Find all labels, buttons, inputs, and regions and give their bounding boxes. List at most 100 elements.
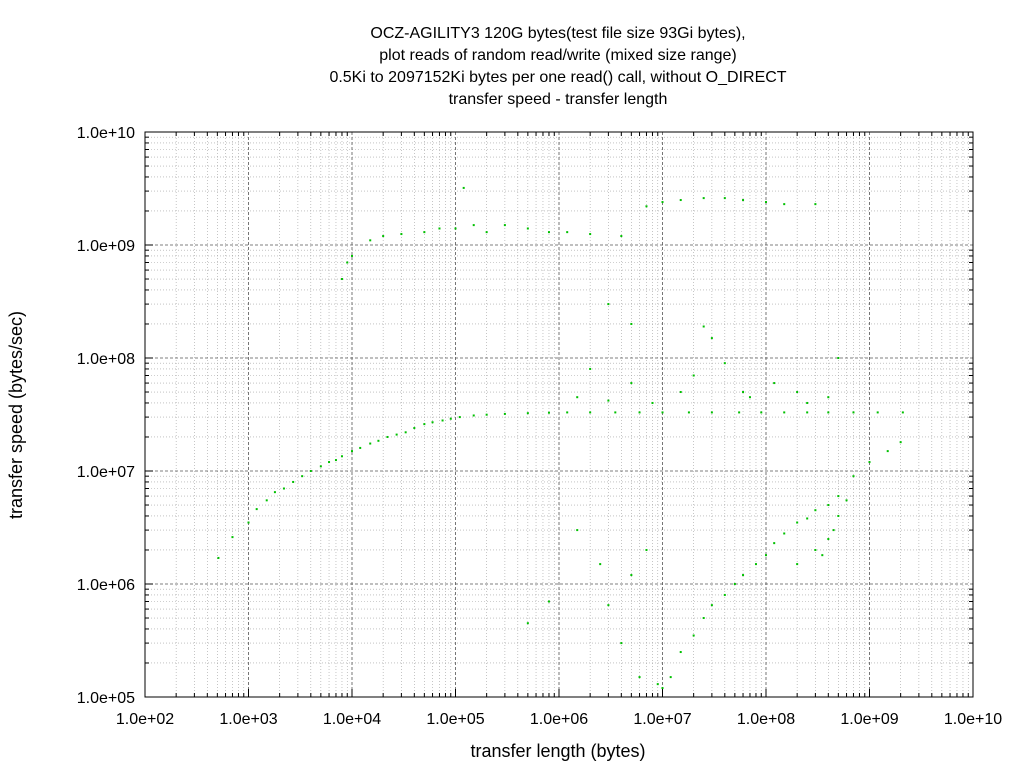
data-point <box>886 450 889 453</box>
data-point <box>837 495 840 498</box>
x-tick-label: 1.0e+08 <box>737 711 795 728</box>
data-point <box>340 455 343 458</box>
data-point <box>687 411 690 414</box>
x-tick-label: 1.0e+10 <box>944 711 1002 728</box>
data-point <box>679 651 682 654</box>
data-point <box>589 411 592 414</box>
data-point <box>386 435 389 438</box>
data-point <box>382 235 385 238</box>
data-point <box>710 337 713 340</box>
data-point <box>783 203 786 206</box>
x-tick-label: 1.0e+03 <box>219 711 277 728</box>
data-point <box>821 554 824 557</box>
data-point <box>827 411 830 414</box>
data-point <box>661 687 664 690</box>
data-point <box>837 357 840 359</box>
data-point <box>651 401 654 404</box>
data-point <box>837 514 840 517</box>
data-point <box>702 197 705 200</box>
data-point <box>814 548 817 551</box>
title-line-1: OCZ-AGILITY3 120G bytes(test file size 9… <box>370 25 745 42</box>
data-point <box>503 224 506 227</box>
x-tick-label: 1.0e+04 <box>323 711 381 728</box>
data-point <box>547 411 550 414</box>
data-point <box>607 399 610 402</box>
data-point <box>796 521 799 524</box>
y-tick-label: 1.0e+08 <box>77 351 135 368</box>
data-point <box>796 563 799 566</box>
x-tick-label: 1.0e+09 <box>840 711 898 728</box>
data-point <box>661 411 664 414</box>
data-point <box>351 254 353 257</box>
data-point <box>733 583 736 585</box>
data-point <box>566 411 569 414</box>
data-point <box>901 411 904 414</box>
x-tick-label: 1.0e+07 <box>633 711 691 728</box>
data-point <box>876 411 879 414</box>
data-point <box>702 325 705 328</box>
data-point <box>413 427 416 430</box>
data-point <box>783 411 786 414</box>
data-point <box>423 423 426 426</box>
y-tick-label: 1.0e+06 <box>77 577 135 594</box>
data-point <box>710 604 713 607</box>
data-point <box>760 411 763 414</box>
data-point <box>340 278 343 281</box>
data-point <box>328 461 331 464</box>
data-point <box>620 235 623 238</box>
data-point <box>832 529 835 532</box>
data-point <box>827 396 830 399</box>
chart-title: OCZ-AGILITY3 120G bytes(test file size 9… <box>329 25 786 108</box>
data-point <box>679 391 682 394</box>
title-line-3: 0.5Ki to 2097152Ki bytes per one read() … <box>329 69 786 86</box>
data-point <box>255 508 258 511</box>
data-point <box>814 509 817 512</box>
data-point <box>472 414 475 417</box>
data-point <box>679 199 682 202</box>
data-point <box>742 391 745 394</box>
data-point <box>369 442 372 445</box>
data-point <box>723 593 726 596</box>
data-point <box>273 491 276 494</box>
data-point <box>231 536 234 539</box>
data-point <box>806 401 809 404</box>
data-point <box>472 224 475 227</box>
data-point <box>431 421 434 424</box>
data-point <box>547 600 550 603</box>
data-point <box>669 676 672 679</box>
data-point <box>742 574 745 577</box>
y-tick-label: 1.0e+05 <box>77 690 135 707</box>
x-tick-label: 1.0e+06 <box>530 711 588 728</box>
data-point <box>806 411 809 414</box>
x-axis-ticks: 1.0e+02 1.0e+03 1.0e+04 1.0e+05 1.0e+06 1.0e+… <box>116 132 1002 728</box>
data-point <box>589 367 592 370</box>
data-point <box>334 459 337 462</box>
data-point <box>485 413 488 416</box>
data-point <box>319 465 322 468</box>
minor-grid <box>145 132 973 697</box>
data-point <box>742 199 745 202</box>
data-point <box>852 411 855 414</box>
data-point <box>638 676 641 679</box>
data-point <box>458 416 461 419</box>
y-tick-label: 1.0e+07 <box>77 464 135 481</box>
data-point <box>526 622 529 625</box>
data-point <box>217 556 220 559</box>
data-point <box>723 362 726 365</box>
data-point <box>645 548 648 551</box>
data-point <box>723 197 726 200</box>
data-point <box>852 475 855 478</box>
data-point <box>449 417 452 420</box>
data-point <box>638 411 641 414</box>
data-point <box>754 563 757 566</box>
data-point <box>630 574 633 577</box>
data-point <box>827 504 830 507</box>
data-points <box>217 186 904 690</box>
data-point <box>661 201 664 204</box>
y-tick-label: 1.0e+09 <box>77 238 135 255</box>
data-point <box>738 411 741 414</box>
data-point <box>485 231 488 234</box>
data-point <box>400 233 403 236</box>
